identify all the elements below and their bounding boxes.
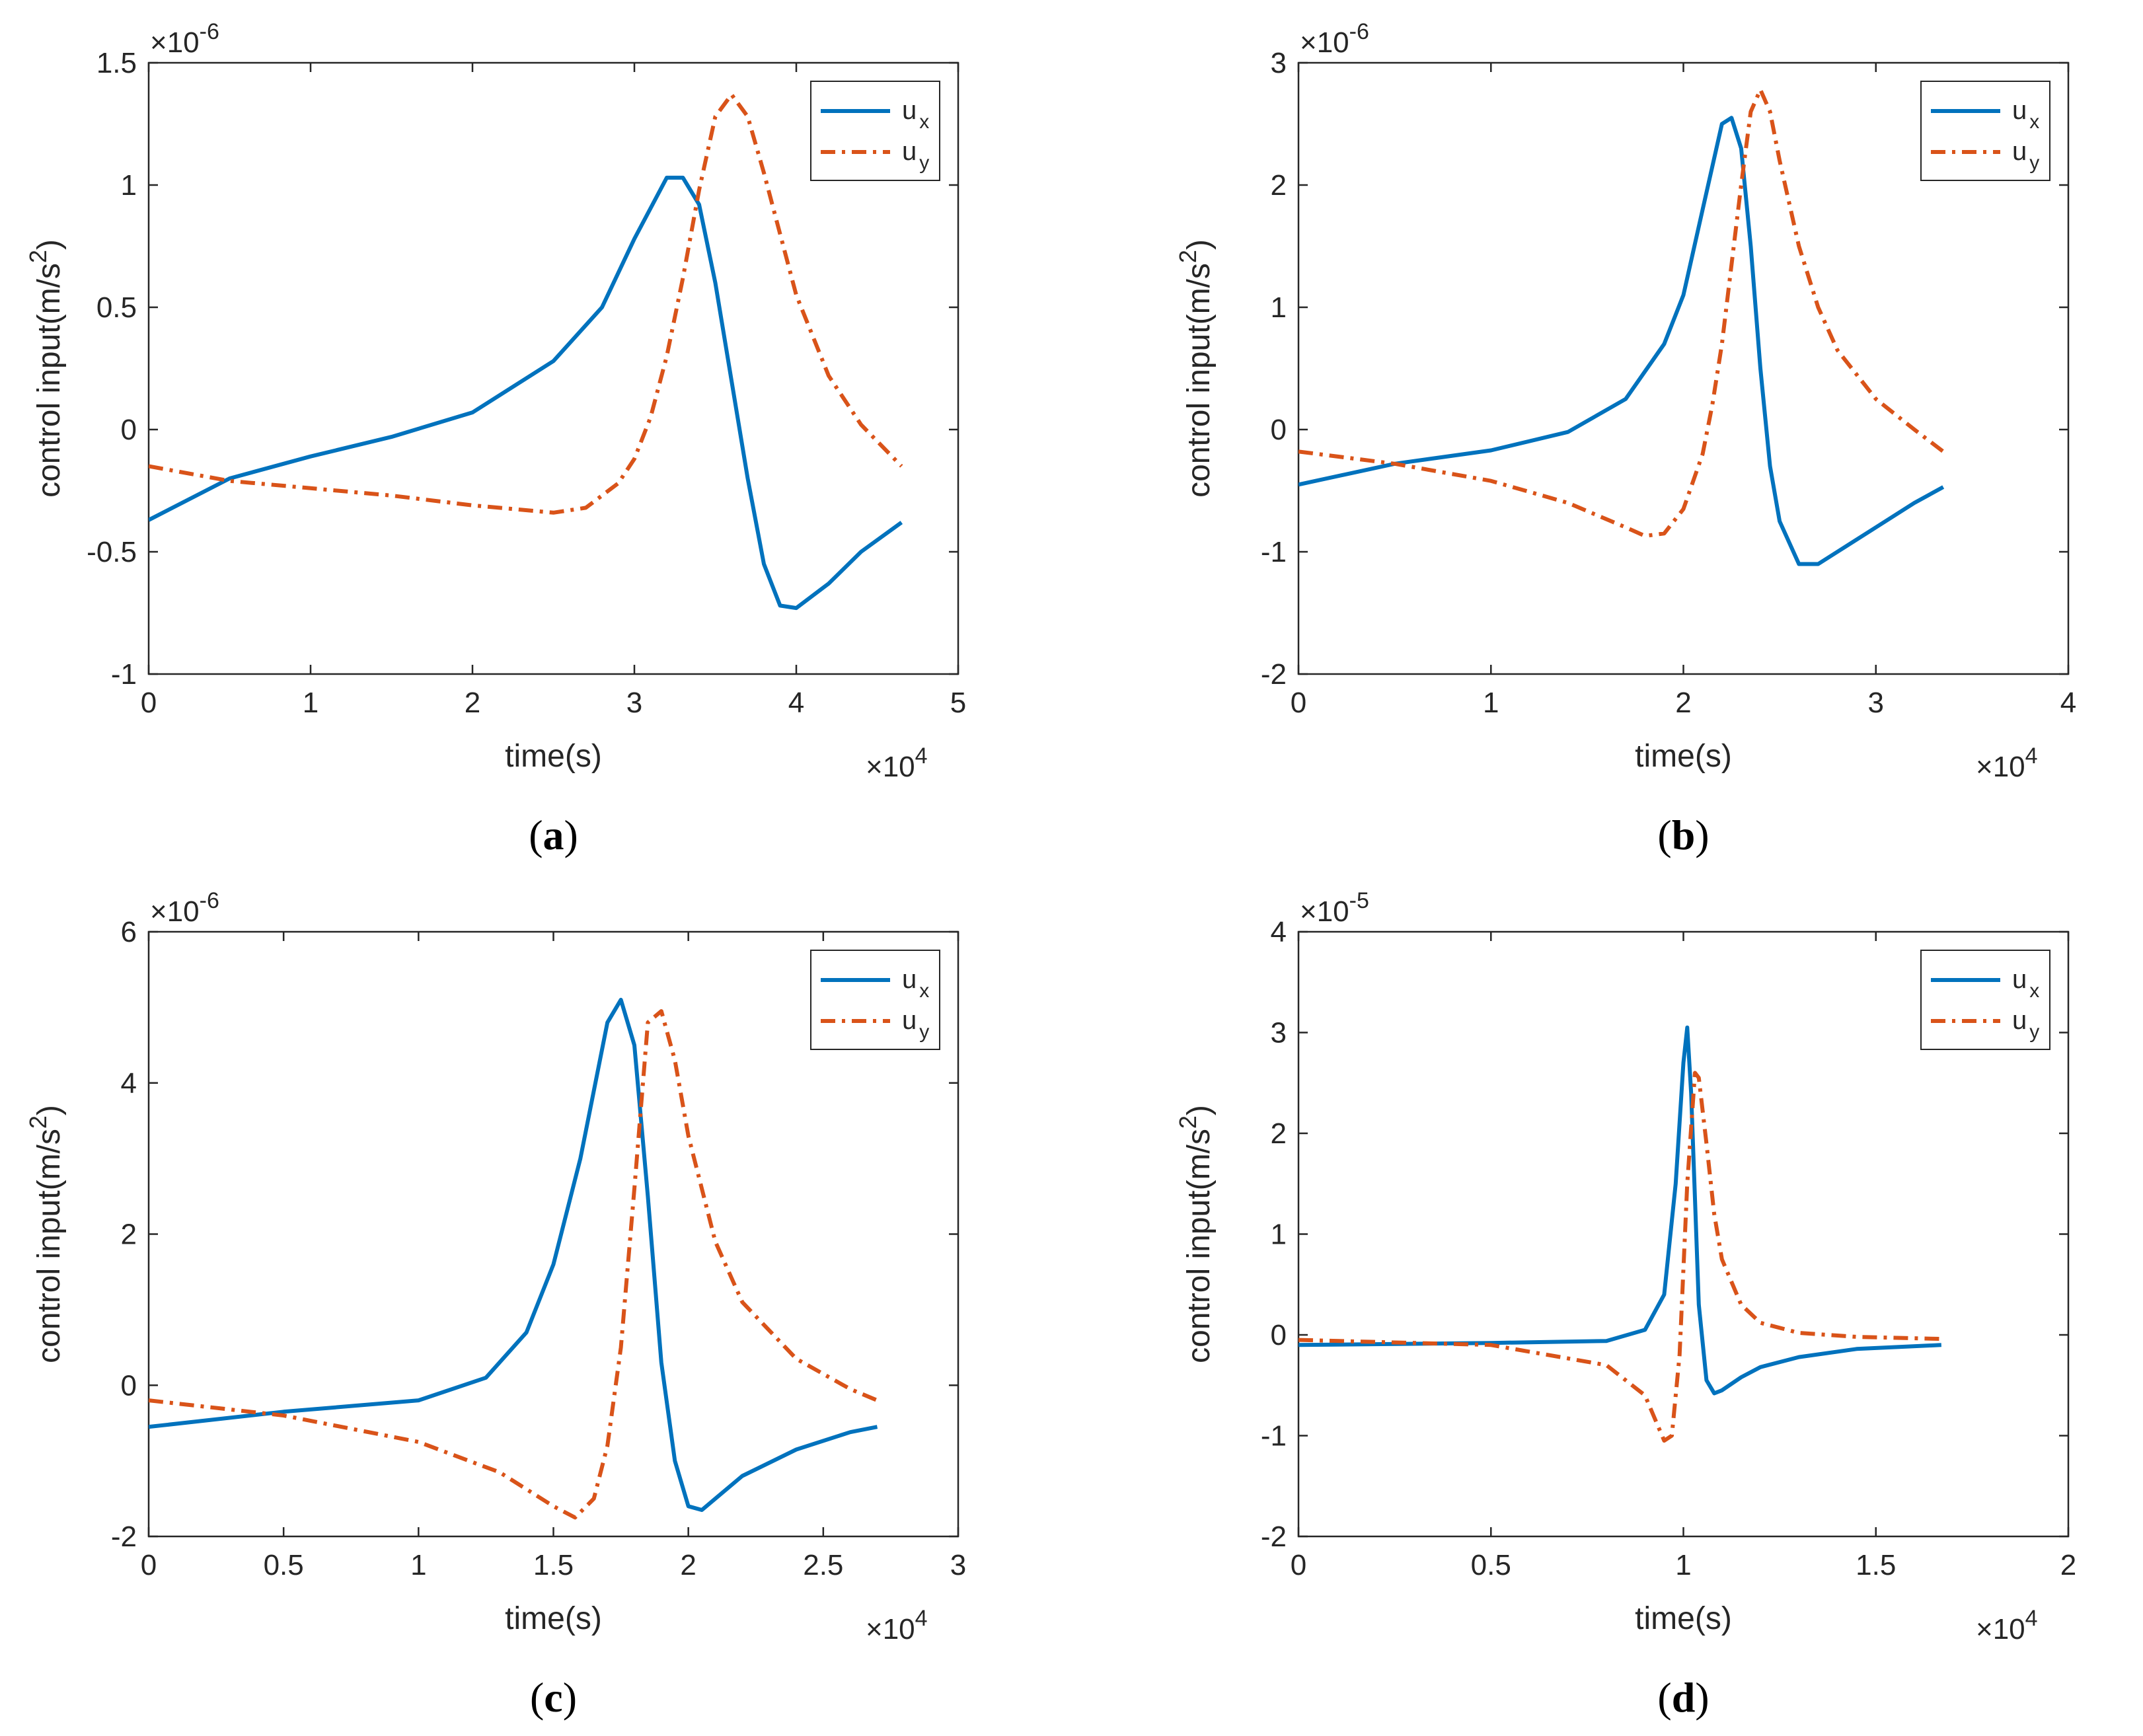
y-exponent-label: ×10-6 bbox=[150, 19, 219, 59]
y-tick-label: -1 bbox=[1261, 536, 1287, 568]
x-tick-label: 2 bbox=[2060, 1549, 2076, 1581]
x-tick-label: 2 bbox=[680, 1549, 696, 1581]
chart-panel-a: 0 1 2 3 4 5 -1 -0.5 0 0.5 1 1.5 ×10-6 ×104 time(s) cont… bbox=[24, 19, 966, 858]
x-exponent-label: ×104 bbox=[866, 743, 928, 783]
y-tick-label: 4 bbox=[1271, 916, 1287, 948]
legend: u x u y bbox=[810, 950, 940, 1050]
y-tick-label: -1 bbox=[1261, 1420, 1287, 1453]
series-line-uy bbox=[149, 93, 903, 515]
y-tick-label: 2 bbox=[1271, 169, 1287, 202]
panel-caption: (a) bbox=[529, 811, 578, 858]
x-tick-label: 2 bbox=[1675, 687, 1691, 719]
y-axis-label: control input(m/s2) bbox=[24, 239, 67, 498]
x-exponent-label: ×104 bbox=[1976, 1606, 2038, 1645]
x-tick-label: 1.5 bbox=[1856, 1549, 1896, 1581]
series-line-ux bbox=[149, 175, 903, 611]
legend-box bbox=[810, 950, 940, 1050]
y-tick-label: 0 bbox=[1271, 1319, 1287, 1351]
series-line-uy bbox=[149, 1009, 878, 1520]
legend-box bbox=[810, 81, 940, 181]
legend: u x u y bbox=[810, 81, 940, 181]
series-line-ux bbox=[1298, 1025, 1941, 1396]
x-tick-label: 0 bbox=[141, 1549, 157, 1581]
y-axis-label: control input(m/s2) bbox=[1174, 1105, 1217, 1363]
y-tick-label: -2 bbox=[111, 1521, 137, 1553]
series-line-uy bbox=[1298, 1071, 1941, 1443]
x-tick-label: 3 bbox=[950, 1549, 966, 1581]
y-tick-label: 0 bbox=[121, 1369, 137, 1402]
x-tick-label: 4 bbox=[2060, 687, 2076, 719]
chart-panel-c: 0 0.5 1 1.5 2 2.5 3-20246×10-6×104time(s)contr… bbox=[24, 888, 966, 1721]
series-line-uy bbox=[1298, 87, 1945, 538]
y-tick-label: -1 bbox=[111, 658, 137, 691]
legend: u x u y bbox=[1920, 81, 2050, 181]
y-tick-label: 1 bbox=[1271, 1219, 1287, 1251]
y-tick-label: 4 bbox=[121, 1067, 137, 1100]
y-axis-label: control input(m/s2) bbox=[24, 1105, 67, 1363]
x-axis-label: time(s) bbox=[505, 1601, 602, 1636]
y-exponent-label: ×10-5 bbox=[1300, 888, 1369, 928]
series-line-ux bbox=[1298, 116, 1945, 566]
legend-box bbox=[1920, 81, 2050, 181]
legend-box bbox=[1920, 950, 2050, 1050]
x-tick-label: 0 bbox=[141, 687, 157, 719]
y-tick-label: 1 bbox=[121, 169, 137, 202]
x-tick-label: 2 bbox=[465, 687, 480, 719]
x-tick-label: 0.5 bbox=[264, 1549, 304, 1581]
y-tick-label: 0.5 bbox=[96, 291, 137, 324]
x-tick-label: 0.5 bbox=[1471, 1549, 1511, 1581]
x-tick-label: 3 bbox=[626, 687, 642, 719]
x-tick-label: 1 bbox=[410, 1549, 426, 1581]
x-tick-label: 3 bbox=[1868, 687, 1884, 719]
panel-caption: (d) bbox=[1657, 1674, 1709, 1721]
y-tick-label: -2 bbox=[1261, 658, 1287, 691]
y-tick-label: 0 bbox=[121, 414, 137, 446]
chart-panel-b: 0 1 2 3 4 -2 -1 0 1 2 3 ×10-6 ×104 time(s) control inp… bbox=[1174, 19, 2076, 858]
x-axis-label: time(s) bbox=[1635, 739, 1732, 774]
x-tick-label: 1 bbox=[303, 687, 319, 719]
panel-caption: (b) bbox=[1657, 811, 1709, 858]
y-exponent-label: ×10-6 bbox=[150, 888, 219, 928]
chart-panel-d: 0 0.5 1 1.5 2 -2 -1 0 1 2 3 4 ×10-5 ×104 time(s) contro… bbox=[1174, 888, 2076, 1721]
y-tick-label: 3 bbox=[1271, 47, 1287, 79]
x-exponent-label: ×104 bbox=[866, 1606, 928, 1645]
x-tick-label: 1 bbox=[1675, 1549, 1691, 1581]
x-tick-label: 2.5 bbox=[803, 1549, 843, 1581]
x-axis-label: time(s) bbox=[505, 739, 602, 774]
y-tick-label: 2 bbox=[1271, 1117, 1287, 1150]
y-exponent-label: ×10-6 bbox=[1300, 19, 1369, 59]
y-axis-label: control input(m/s2) bbox=[1174, 239, 1217, 498]
y-tick-label: 2 bbox=[121, 1219, 137, 1251]
panel-caption: (c) bbox=[530, 1674, 577, 1721]
y-tick-label: 3 bbox=[1271, 1017, 1287, 1049]
x-tick-label: 4 bbox=[788, 687, 804, 719]
y-tick-label: 1.5 bbox=[96, 47, 137, 79]
x-tick-label: 5 bbox=[950, 687, 966, 719]
series-line-ux bbox=[149, 997, 878, 1512]
x-tick-label: 0 bbox=[1291, 687, 1306, 719]
x-axis-label: time(s) bbox=[1635, 1601, 1732, 1636]
y-tick-label: 1 bbox=[1271, 291, 1287, 324]
x-tick-label: 1.5 bbox=[533, 1549, 574, 1581]
y-tick-label: 0 bbox=[1271, 414, 1287, 446]
y-tick-label: -0.5 bbox=[87, 536, 137, 568]
y-tick-label: 6 bbox=[121, 916, 137, 948]
y-tick-label: -2 bbox=[1261, 1521, 1287, 1553]
x-tick-label: 1 bbox=[1483, 687, 1499, 719]
x-exponent-label: ×104 bbox=[1976, 743, 2038, 783]
legend: u x u y bbox=[1920, 950, 2050, 1050]
x-tick-label: 0 bbox=[1291, 1549, 1306, 1581]
